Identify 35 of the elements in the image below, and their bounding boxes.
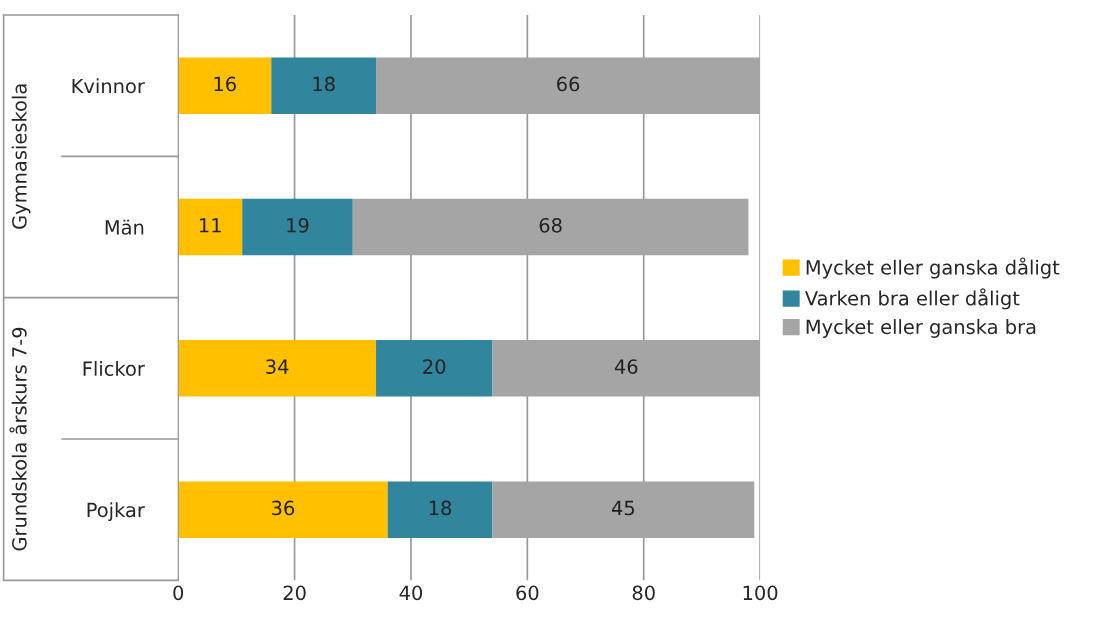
- bar: [178, 198, 243, 256]
- legend-label: Varken bra eller dåligt: [804, 288, 1020, 310]
- data-label: 18: [313, 76, 335, 92]
- data-label: 16: [214, 76, 236, 92]
- x-tick-label: 100: [743, 585, 778, 601]
- x-tick-label: 60: [516, 585, 539, 601]
- data-label: 45: [611, 500, 635, 516]
- text: Gymnasieskola: [11, 84, 31, 229]
- x-tick-label: 0: [173, 585, 184, 601]
- bar: [376, 340, 493, 397]
- data-label: 20: [423, 359, 446, 374]
- data-label: 34: [266, 359, 289, 374]
- bar: [387, 481, 493, 538]
- data-label: 18: [429, 500, 452, 516]
- bar: [242, 198, 353, 256]
- bar: [178, 57, 272, 114]
- x-tick-label: 40: [399, 585, 423, 601]
- x-tick-label: 80: [632, 585, 655, 601]
- y-tick-label: Kvinnor: [72, 78, 145, 94]
- data-label: 19: [287, 217, 309, 233]
- y-tick-label: Flickor: [83, 360, 145, 376]
- x-tick-label: 20: [283, 585, 306, 601]
- data-label: 46: [614, 359, 638, 374]
- legend-label: Mycket eller ganska dåligt: [806, 257, 1060, 279]
- y-tick-label: Pojkar: [87, 502, 145, 522]
- text: Grundskola årskurs 7-9: [9, 327, 27, 551]
- bar: [178, 340, 377, 397]
- legend-label: Mycket eller ganska bra: [806, 319, 1036, 338]
- data-label: 68: [539, 217, 562, 233]
- bar: [271, 57, 377, 114]
- bar: [178, 481, 388, 538]
- y-tick-label: Män: [105, 219, 144, 235]
- data-label: 66: [557, 76, 580, 92]
- data-label: 11: [199, 218, 221, 233]
- data-label: 36: [272, 500, 295, 516]
